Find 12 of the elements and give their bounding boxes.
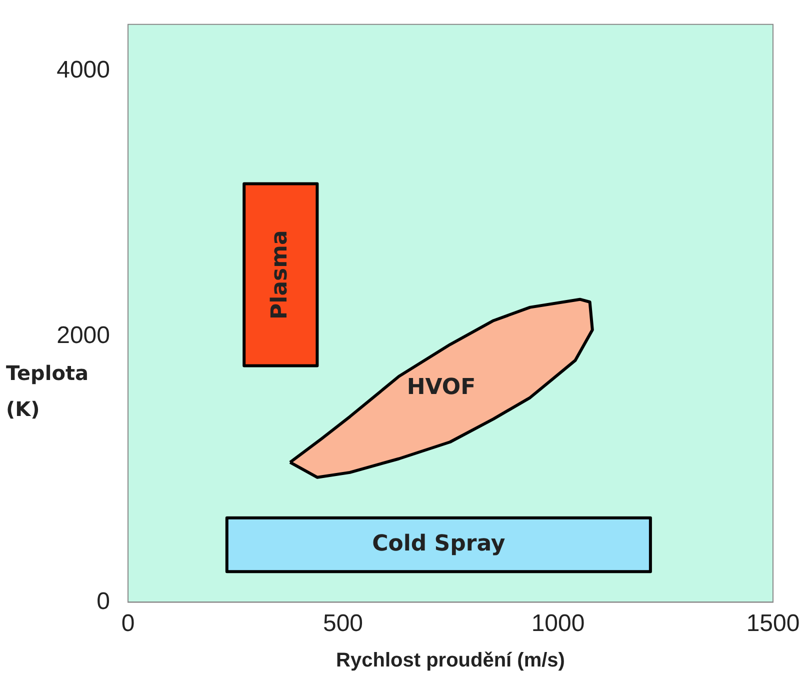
series-label: HVOF	[406, 375, 476, 400]
y-tick-label: 4000	[56, 56, 110, 84]
series-label: Cold Spray	[372, 531, 506, 556]
y-tick-label: 0	[96, 588, 110, 615]
x-tick-label: 1000	[531, 610, 585, 638]
series-label: Plasma	[267, 230, 292, 320]
y-tick-label: 2000	[56, 322, 110, 350]
x-tick-label: 0	[121, 610, 135, 638]
x-axis-title: Rychlost proudění (m/s)	[336, 650, 565, 672]
x-tick-label: 500	[322, 610, 364, 638]
x-tick-label: 1500	[746, 610, 800, 638]
y-axis-title: Teplota (K)	[6, 360, 89, 423]
